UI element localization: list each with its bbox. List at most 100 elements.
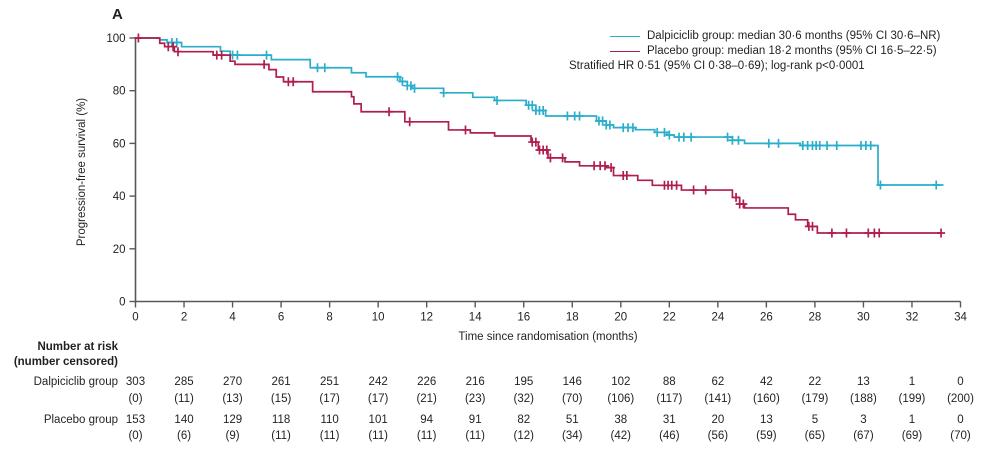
at-risk-value: 251 bbox=[320, 376, 340, 388]
x-axis-label: Time since randomisation (months) bbox=[458, 331, 638, 343]
x-tick-label: 18 bbox=[566, 312, 579, 324]
placebo-censor-mark bbox=[546, 153, 555, 163]
dalpiciclib-censor-mark bbox=[823, 141, 832, 151]
risk-table-header: Number at risk bbox=[37, 341, 118, 353]
censored-value: (199) bbox=[898, 393, 926, 405]
censored-value: (117) bbox=[656, 393, 683, 405]
dalpiciclib-censor-mark bbox=[262, 50, 271, 60]
placebo-censor-mark bbox=[672, 180, 681, 190]
dalpiciclib-censor-mark bbox=[687, 132, 696, 142]
at-risk-value: 216 bbox=[465, 376, 485, 388]
y-tick-label: 100 bbox=[106, 33, 125, 45]
at-risk-value: 0 bbox=[957, 376, 964, 388]
dalpiciclib-censor-mark bbox=[876, 180, 885, 190]
censored-value: (0) bbox=[128, 430, 143, 442]
censored-value: (46) bbox=[659, 430, 680, 442]
dalpiciclib-censor-mark bbox=[563, 111, 572, 121]
dalpiciclib-line-swatch bbox=[610, 35, 640, 37]
censored-value: (0) bbox=[128, 393, 143, 405]
placebo-censor-mark bbox=[217, 50, 226, 60]
at-risk-value: 3 bbox=[860, 414, 867, 426]
risk-table-subheader: (number censored) bbox=[13, 356, 118, 368]
censored-value: (6) bbox=[176, 430, 192, 442]
censored-value: (56) bbox=[707, 430, 729, 442]
y-tick-label: 80 bbox=[113, 86, 126, 98]
placebo-censor-mark bbox=[937, 228, 946, 238]
x-tick-label: 6 bbox=[278, 312, 284, 324]
censored-value: (70) bbox=[562, 393, 583, 405]
at-risk-value: 153 bbox=[125, 414, 146, 426]
x-tick-label: 26 bbox=[760, 312, 773, 324]
censored-value: (70) bbox=[950, 430, 971, 442]
dalpiciclib-censor-mark bbox=[660, 127, 669, 137]
x-tick-label: 32 bbox=[906, 312, 919, 324]
hr-annotation-text: Stratified HR 0·51 (95% CI 0·38–0·69); l… bbox=[569, 60, 865, 72]
y-tick-label: 60 bbox=[113, 138, 126, 150]
y-tick-label: 20 bbox=[113, 244, 126, 256]
at-risk-value: 195 bbox=[514, 376, 534, 388]
placebo-censor-mark bbox=[739, 199, 748, 209]
censored-value: (21) bbox=[416, 393, 437, 405]
censored-value: (13) bbox=[222, 393, 243, 405]
censored-value: (200) bbox=[947, 393, 974, 405]
dalpiciclib-censor-mark bbox=[410, 83, 419, 93]
placebo-censor-mark bbox=[732, 192, 741, 202]
censored-value: (17) bbox=[319, 393, 340, 405]
at-risk-value: 242 bbox=[368, 376, 388, 388]
placebo-censor-mark bbox=[542, 145, 551, 155]
dalpiciclib-censor-mark bbox=[172, 37, 181, 47]
at-risk-value: 303 bbox=[125, 376, 146, 388]
dalpiciclib-censor-mark bbox=[598, 116, 607, 126]
at-risk-value: 226 bbox=[417, 376, 437, 388]
x-tick-label: 10 bbox=[372, 312, 385, 324]
x-tick-label: 34 bbox=[954, 312, 967, 324]
at-risk-value: 101 bbox=[368, 414, 388, 426]
at-risk-value: 20 bbox=[711, 414, 725, 426]
dalpiciclib-censor-mark bbox=[575, 111, 584, 121]
censored-value: (59) bbox=[756, 430, 777, 442]
censored-value: (69) bbox=[901, 430, 923, 442]
censored-value: (15) bbox=[270, 393, 292, 405]
at-risk-value: 118 bbox=[271, 414, 291, 426]
dalpiciclib-censor-mark bbox=[313, 63, 322, 73]
dalpiciclib-censor-mark bbox=[764, 138, 773, 148]
x-tick-label: 0 bbox=[132, 312, 138, 324]
x-tick-label: 14 bbox=[469, 312, 482, 324]
censored-value: (42) bbox=[610, 430, 631, 442]
at-risk-value: 13 bbox=[759, 414, 773, 426]
censored-value: (179) bbox=[801, 393, 829, 405]
at-risk-value: 146 bbox=[562, 376, 582, 388]
placebo-censor-mark bbox=[607, 163, 616, 173]
dalpiciclib-censor-mark bbox=[679, 132, 688, 142]
dalpiciclib-censor-mark bbox=[723, 132, 732, 142]
censored-value: (67) bbox=[853, 430, 874, 442]
dalpiciclib-censor-mark bbox=[832, 141, 841, 151]
placebo-censor-mark bbox=[134, 33, 143, 43]
dalpiciclib-censor-mark bbox=[528, 100, 537, 110]
dalpiciclib-censor-mark bbox=[233, 50, 242, 60]
censored-value: (9) bbox=[225, 430, 240, 442]
placebo-line-swatch bbox=[610, 50, 640, 52]
placebo-censor-mark bbox=[601, 161, 610, 171]
at-risk-value: 38 bbox=[614, 414, 628, 426]
placebo-censor-mark bbox=[842, 228, 851, 238]
placebo-censor-mark bbox=[622, 171, 631, 181]
risk-row-label: Placebo group bbox=[43, 414, 118, 426]
placebo-censor-mark bbox=[385, 107, 394, 117]
risk-row-label: Dalpiciclib group bbox=[33, 376, 118, 388]
dalpiciclib-legend-label: Dalpiciclib group: median 30·6 months (9… bbox=[647, 30, 941, 42]
dalpiciclib-censor-mark bbox=[653, 127, 662, 137]
at-risk-value: 270 bbox=[222, 376, 243, 388]
x-tick-label: 28 bbox=[809, 312, 822, 324]
at-risk-value: 1 bbox=[908, 414, 916, 426]
dalpiciclib-censor-mark bbox=[628, 123, 637, 133]
x-tick-label: 8 bbox=[326, 312, 332, 324]
placebo-censor-mark bbox=[558, 153, 567, 163]
placebo-censor-mark bbox=[289, 77, 298, 87]
at-risk-value: 82 bbox=[517, 414, 531, 426]
placebo-censor-mark bbox=[827, 228, 836, 238]
dalpiciclib-censor-mark bbox=[393, 72, 402, 82]
legend-item-dalpiciclib: Dalpiciclib group: median 30·6 months (9… bbox=[610, 29, 940, 43]
